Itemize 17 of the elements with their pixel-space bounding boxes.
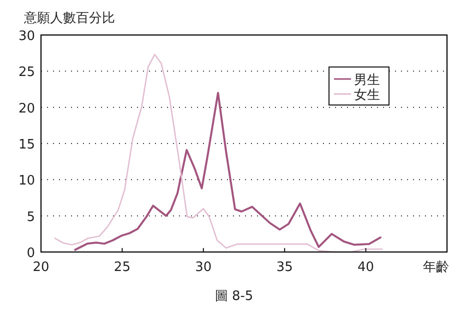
y-tick-label: 0 — [26, 246, 35, 261]
y-tick-label: 5 — [26, 210, 35, 225]
line-series — [54, 54, 383, 253]
y-axis-title: 意願人數百分比 — [23, 11, 115, 26]
legend-label: 女生 — [354, 88, 380, 103]
y-tick-label: 30 — [18, 29, 35, 44]
y-tick-label: 25 — [18, 65, 35, 80]
x-axis-title: 年齡 — [423, 260, 449, 275]
x-tick-label: 35 — [276, 260, 293, 275]
x-tick-label: 25 — [114, 260, 130, 275]
y-tick-label: 10 — [18, 174, 35, 189]
legend-label: 男生 — [354, 73, 380, 88]
caption: 圖 8-5 — [214, 289, 254, 304]
y-tick-label: 20 — [18, 101, 35, 116]
x-tick-label: 30 — [195, 260, 212, 275]
x-tick-label: 40 — [358, 260, 374, 275]
y-tick-label: 15 — [18, 138, 35, 152]
